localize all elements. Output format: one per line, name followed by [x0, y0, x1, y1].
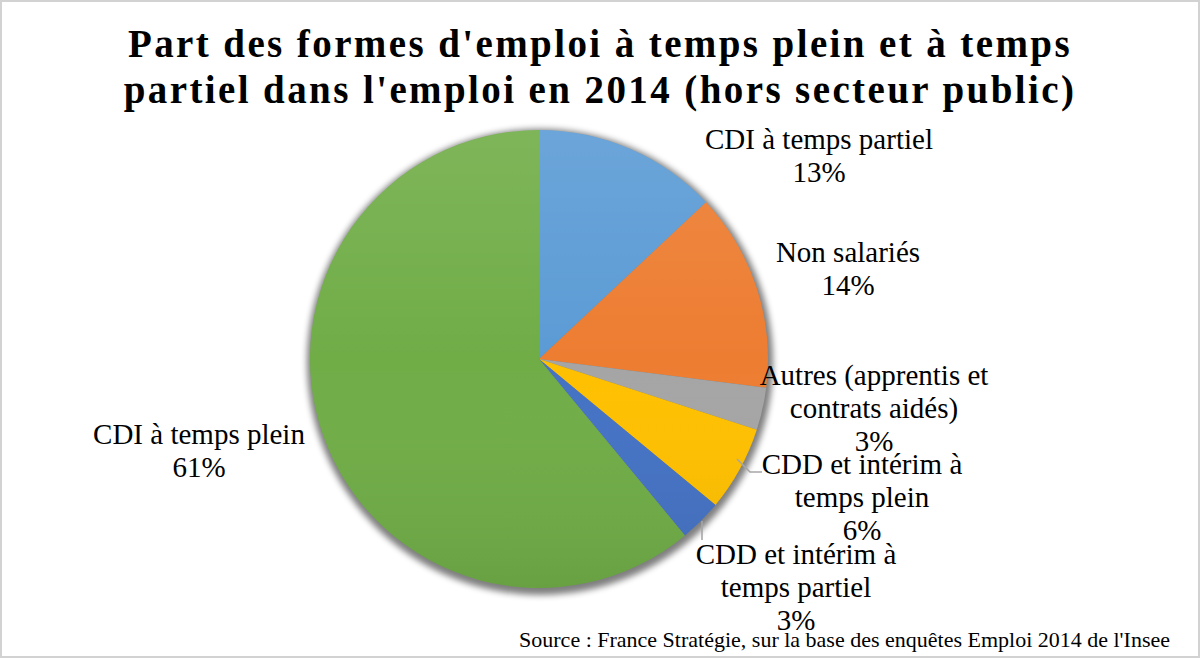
- slice-label-non-salaries: Non salariés14%: [698, 236, 998, 302]
- slice-label-text: CDI à temps partiel: [705, 123, 933, 155]
- slice-label-cdd-interim-plein: CDD et intérim à temps plein6%: [757, 448, 967, 547]
- slice-label-cdi-temps-plein: CDI à temps plein61%: [49, 418, 349, 484]
- slice-label-text: Non salariés: [776, 236, 920, 268]
- chart-page: Part des formes d'emploi à temps plein e…: [0, 0, 1200, 658]
- slice-label-cdd-interim-partiel: CDD et intérim à temps partiel3%: [691, 538, 901, 637]
- slice-pct-text: 13%: [669, 156, 969, 189]
- slice-label-text: CDD et intérim à temps plein: [762, 448, 963, 513]
- slice-label-text: CDD et intérim à temps partiel: [696, 538, 897, 603]
- slice-label-text: Autres (apprentis et contrats aidés): [760, 359, 989, 424]
- chart-title-line1: Part des formes d'emploi à temps plein e…: [128, 22, 1072, 65]
- slice-label-autres: Autres (apprentis et contrats aidés)3%: [758, 359, 990, 458]
- slice-pct-text: 14%: [698, 269, 998, 302]
- pie-sheen-overlay: [310, 130, 768, 588]
- chart-title: Part des formes d'emploi à temps plein e…: [60, 21, 1140, 113]
- pie-slices: [310, 130, 768, 588]
- chart-title-line2: partiel dans l'emploi en 2014 (hors sect…: [124, 68, 1077, 111]
- slice-label-cdi-temps-partiel: CDI à temps partiel13%: [669, 123, 969, 189]
- slice-pct-text: 61%: [49, 451, 349, 484]
- slice-label-text: CDI à temps plein: [93, 418, 305, 450]
- source-note: Source : France Stratégie, sur la base d…: [519, 627, 1170, 653]
